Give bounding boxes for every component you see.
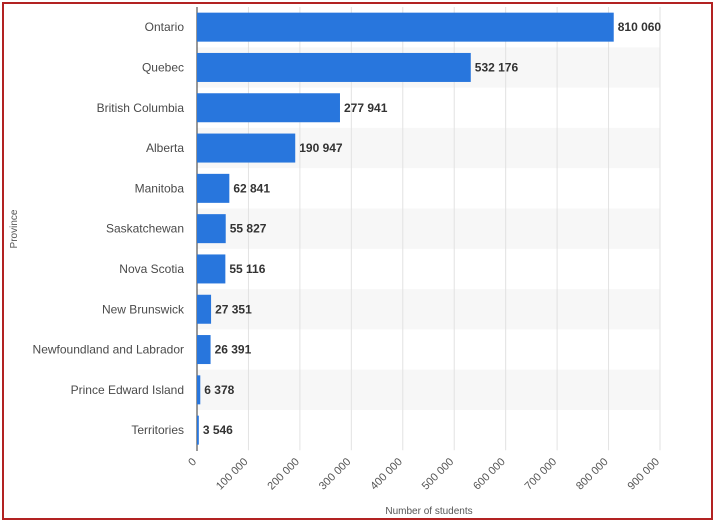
value-labels: 810 060 532 176 277 941 190 947 62 841 55 827…: [203, 20, 662, 437]
bar: [197, 375, 201, 405]
x-tick-label: 500 000: [420, 456, 457, 493]
value-label: 55 116: [229, 262, 265, 276]
value-label: 277 941: [344, 101, 388, 115]
x-tick-label: 600 000: [471, 456, 508, 493]
bars: [197, 12, 614, 445]
value-label: 532 176: [475, 60, 519, 74]
x-axis-title: Number of students: [385, 506, 472, 517]
x-tick-label: 200 000: [265, 456, 302, 493]
category-label: Saskatchewan: [106, 222, 184, 236]
bar: [197, 133, 296, 163]
bar: [197, 93, 340, 123]
category-label: Territories: [131, 423, 184, 437]
category-label: Manitoba: [135, 181, 185, 195]
x-tick-label: 400 000: [368, 456, 405, 493]
value-label: 6 378: [204, 383, 234, 397]
value-label: 3 546: [203, 423, 233, 437]
category-label: Ontario: [145, 20, 185, 34]
bar: [197, 12, 614, 42]
x-tick-label: 800 000: [574, 456, 611, 493]
row-band: [197, 289, 660, 330]
bar: [197, 294, 212, 324]
y-axis-title: Province: [9, 209, 20, 248]
category-label: New Brunswick: [102, 302, 185, 316]
category-label: Nova Scotia: [119, 262, 184, 276]
bar: [197, 254, 226, 284]
value-label: 62 841: [233, 181, 270, 195]
x-tick-label: 900 000: [626, 456, 663, 493]
value-label: 810 060: [618, 20, 662, 34]
category-label: British Columbia: [97, 101, 185, 115]
row-band: [197, 369, 660, 410]
bar: [197, 214, 226, 244]
category-labels: Ontario Quebec British Columbia Alberta Mani…: [33, 20, 185, 437]
x-tick-labels: 0 100 000 200 000 300 000 400 000 500 000 600 …: [186, 456, 662, 493]
category-label: Alberta: [146, 141, 184, 155]
value-label: 55 827: [230, 222, 267, 236]
value-label: 190 947: [299, 141, 343, 155]
x-tick-label: 700 000: [523, 456, 560, 493]
row-band: [197, 208, 660, 249]
value-label: 27 351: [215, 302, 252, 316]
x-tick-label: 0: [186, 456, 199, 469]
bar: [197, 173, 230, 203]
category-label: Newfoundland and Labrador: [33, 343, 184, 357]
category-label: Prince Edward Island: [71, 383, 184, 397]
category-label: Quebec: [142, 60, 184, 74]
bar: [197, 335, 211, 365]
bar: [197, 52, 471, 82]
x-tick-label: 300 000: [317, 456, 354, 493]
bar: [197, 415, 199, 445]
value-label: 26 391: [215, 343, 252, 357]
x-tick-label: 100 000: [214, 456, 251, 493]
